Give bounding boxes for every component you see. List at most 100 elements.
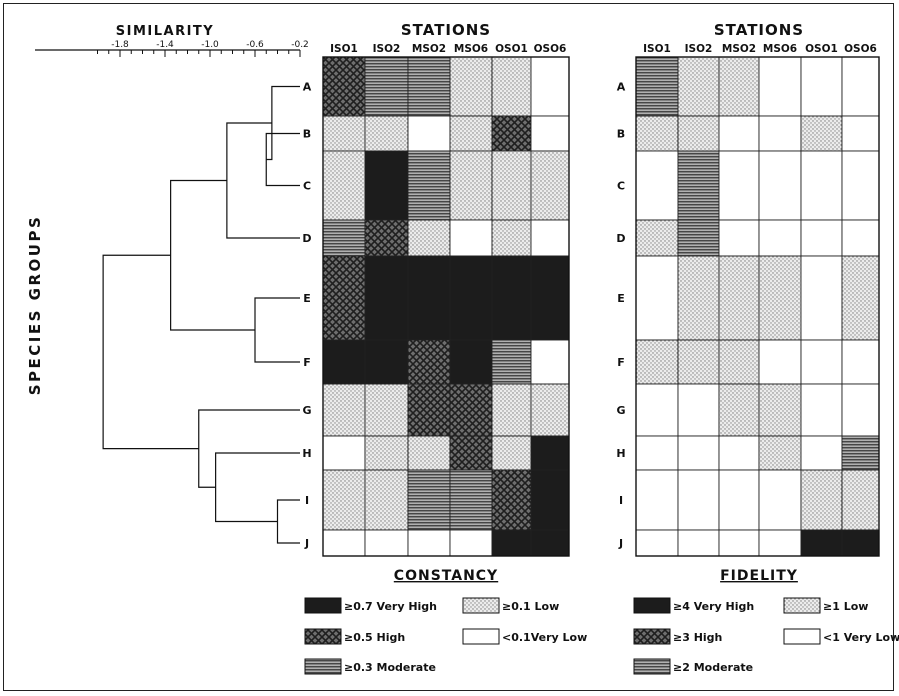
- constancy-cell-C-OSO6: [530, 150, 570, 221]
- fidelity-station-label: OSO1: [805, 43, 838, 55]
- constancy-cell-E-ISO1: [322, 255, 366, 341]
- constancy-cell-H-MSO2: [407, 435, 451, 471]
- constancy-row-labels: A B C D E F G H I J: [302, 81, 311, 551]
- similarity-tick-label: -1.0: [201, 40, 219, 50]
- constancy-cell-C-MSO2: [407, 150, 451, 221]
- fidelity-cell-C-ISO2: [677, 150, 720, 221]
- fidelity-cell-G-OSO6: [841, 383, 880, 437]
- dendrogram-link: [276, 499, 300, 544]
- constancy-station-labels: ISO1 ISO2 MSO2 MSO6 OSO1 OSO6: [330, 43, 566, 55]
- fidelity-cell-F-MSO6: [758, 339, 802, 385]
- constancy-row-label: D: [302, 232, 311, 245]
- fidelity-cell-H-ISO2: [677, 435, 720, 471]
- fidelity-cell-D-MSO6: [758, 219, 802, 257]
- fidelity-cell-J-ISO2: [677, 529, 720, 557]
- fidelity-cell-D-ISO1: [635, 219, 679, 257]
- constancy-cell-D-MSO6: [449, 219, 493, 257]
- constancy-cell-A-ISO1: [322, 56, 366, 117]
- fidelity-cell-G-ISO2: [677, 383, 720, 437]
- legend-label: ≥0.3 Moderate: [344, 661, 436, 674]
- constancy-cell-F-MSO6: [449, 339, 493, 385]
- constancy-station-label: ISO2: [373, 43, 401, 55]
- legend-item-moderate: ≥0.3 Moderate: [304, 658, 436, 675]
- fidelity-cell-B-OSO1: [800, 115, 843, 152]
- constancy-stations-title: STATIONS: [401, 21, 491, 39]
- constancy-row-label: F: [303, 356, 311, 369]
- fidelity-grid-border: [635, 56, 880, 557]
- constancy-cell-E-OSO1: [491, 255, 532, 341]
- fidelity-cell-J-OSO6: [841, 529, 880, 557]
- fidelity-cell-D-ISO2: [677, 219, 720, 257]
- legend-swatch: [304, 628, 342, 645]
- constancy-cell-I-OSO6: [530, 469, 570, 531]
- fidelity-cell-F-ISO1: [635, 339, 679, 385]
- legend-swatch: [304, 658, 342, 675]
- constancy-cell-E-MSO2: [407, 255, 451, 341]
- constancy-row-label: H: [302, 447, 311, 460]
- fidelity-cell-F-OSO6: [841, 339, 880, 385]
- constancy-cell-E-OSO6: [530, 255, 570, 341]
- constancy-grid-border: [322, 56, 570, 557]
- constancy-cell-B-ISO2: [364, 115, 409, 152]
- legend-swatch: [633, 658, 671, 675]
- similarity-axis: -1.8 -1.4 -1.0 -0.6 -0.2: [35, 40, 309, 57]
- constancy-station-label: MSO2: [412, 43, 446, 55]
- constancy-cell-E-ISO2: [364, 255, 409, 341]
- fidelity-cell-I-ISO2: [677, 469, 720, 531]
- fidelity-cell-A-MSO2: [718, 56, 760, 117]
- constancy-station-label: OSO6: [534, 43, 567, 55]
- constancy-cell-F-OSO1: [491, 339, 532, 385]
- fidelity-row-label: B: [617, 128, 625, 141]
- fidelity-cell-J-MSO2: [718, 529, 760, 557]
- fidelity-row-label: A: [617, 81, 626, 94]
- fidelity-cell-A-ISO1: [635, 56, 679, 117]
- fidelity-row-label: G: [616, 404, 625, 417]
- fidelity-cell-H-MSO2: [718, 435, 760, 471]
- constancy-cell-A-ISO2: [364, 56, 409, 117]
- fidelity-cell-D-OSO1: [800, 219, 843, 257]
- constancy-cell-H-OSO6: [530, 435, 570, 471]
- fidelity-cell-H-OSO6: [841, 435, 880, 471]
- similarity-tick-label: -1.8: [111, 40, 129, 50]
- dendrogram-link: [170, 179, 255, 331]
- constancy-cell-C-MSO6: [449, 150, 493, 221]
- constancy-cell-I-ISO1: [322, 469, 366, 531]
- constancy-cell-J-MSO6: [449, 529, 493, 557]
- fidelity-cell-A-MSO6: [758, 56, 802, 117]
- constancy-cell-I-MSO2: [407, 469, 451, 531]
- similarity-tick-label: -1.4: [156, 40, 174, 50]
- legend-item-moderate: ≥2 Moderate: [633, 658, 753, 675]
- constancy-cell-I-ISO2: [364, 469, 409, 531]
- legend-label: ≥0.1 Low: [502, 600, 559, 613]
- constancy-cell-H-ISO2: [364, 435, 409, 471]
- legend-label: ≥2 Moderate: [673, 661, 753, 674]
- constancy-row-label: I: [305, 494, 309, 507]
- constancy-cell-H-OSO1: [491, 435, 532, 471]
- constancy-cell-C-OSO1: [491, 150, 532, 221]
- constancy-cell-B-ISO1: [322, 115, 366, 152]
- constancy-cell-D-ISO2: [364, 219, 409, 257]
- fidelity-station-label: ISO2: [685, 43, 713, 55]
- fidelity-cell-G-ISO1: [635, 383, 679, 437]
- legend-item-veryhigh: ≥0.7 Very High: [304, 597, 437, 614]
- fidelity-cell-C-MSO2: [718, 150, 760, 221]
- constancy-cell-A-OSO1: [491, 56, 532, 117]
- fidelity-cell-I-OSO1: [800, 469, 843, 531]
- fidelity-station-label: OSO6: [844, 43, 877, 55]
- constancy-cell-J-OSO1: [491, 529, 532, 557]
- legend-item-low: ≥0.1 Low: [462, 597, 559, 614]
- legend-swatch: [633, 597, 671, 614]
- legend-label: <1 Very Low: [823, 631, 899, 644]
- constancy-cell-G-OSO1: [491, 383, 532, 437]
- constancy-grid: [322, 56, 570, 557]
- constancy-cell-B-MSO6: [449, 115, 493, 152]
- fidelity-row-label: J: [618, 537, 623, 550]
- fidelity-station-label: MSO6: [763, 43, 797, 55]
- constancy-cell-H-ISO1: [322, 435, 366, 471]
- fidelity-title: FIDELITY: [720, 568, 798, 584]
- constancy-cell-F-ISO1: [322, 339, 366, 385]
- fidelity-cell-E-OSO6: [841, 255, 880, 341]
- fidelity-cell-B-ISO2: [677, 115, 720, 152]
- legend-swatch: [783, 597, 821, 614]
